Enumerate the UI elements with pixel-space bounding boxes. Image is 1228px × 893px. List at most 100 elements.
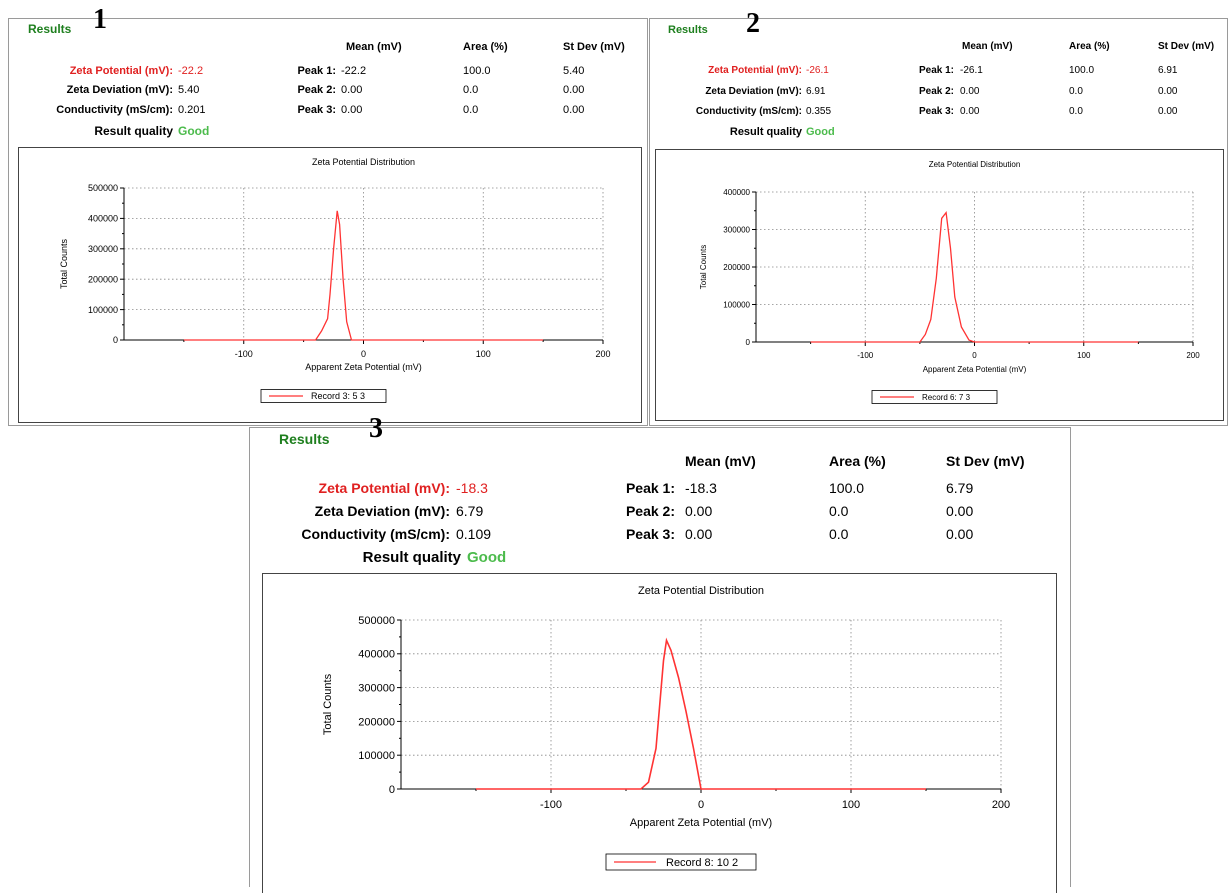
peak-2-mean: 0.00	[341, 84, 363, 96]
peak-3-mean: 0.00	[341, 104, 363, 116]
zeta-chart-2: Zeta Potential Distribution 0 100000 200000…	[699, 160, 1200, 404]
peak-1-stdev: 6.79	[946, 480, 974, 496]
peak-1-stdev: 5.40	[563, 65, 585, 77]
x-tick-label: 100	[476, 349, 491, 359]
peak-2-label: Peak 2:	[918, 86, 954, 97]
results-title: Results	[279, 431, 330, 447]
header-area: Area (%)	[463, 41, 508, 53]
peak-1-mean: -22.2	[341, 65, 367, 77]
peak-1-label: Peak 1:	[918, 65, 954, 76]
y-tick-label: 0	[389, 784, 395, 796]
conductivity-label: Conductivity (mS/cm):	[56, 104, 173, 116]
x-axis-label: Apparent Zeta Potential (mV)	[305, 362, 422, 372]
y-axis-label: Total Counts	[322, 673, 334, 735]
peak-1-area: 100.0	[1069, 65, 1095, 76]
y-tick-label: 0	[113, 335, 118, 345]
peak-2-mean: 0.00	[685, 503, 713, 519]
peak-3-stdev: 0.00	[946, 526, 974, 542]
header-mean: Mean (mV)	[685, 453, 756, 469]
zeta-potential-label: Zeta Potential (mV):	[318, 480, 450, 496]
header-area: Area (%)	[1069, 41, 1110, 52]
peak-3-stdev: 0.00	[563, 104, 585, 116]
y-tick-label: 200000	[358, 716, 395, 728]
y-tick-label: 100000	[723, 300, 750, 309]
y-axis-label: Total Counts	[59, 238, 69, 289]
series-line	[810, 210, 1139, 343]
y-tick-label: 200000	[88, 274, 118, 284]
zeta-potential-value: -18.3	[456, 480, 488, 496]
quality-value: Good	[178, 124, 210, 138]
panel-number: 2	[746, 8, 760, 39]
x-tick-label: -100	[540, 799, 562, 811]
peak-2-mean: 0.00	[960, 86, 980, 97]
y-tick-label: 300000	[88, 244, 118, 254]
peak-1-stdev: 6.91	[1158, 65, 1178, 76]
x-tick-label: 0	[972, 351, 977, 360]
quality-label: Result quality	[362, 549, 461, 566]
conductivity-label: Conductivity (mS/cm):	[695, 106, 802, 117]
conductivity-value: 0.109	[456, 526, 492, 542]
quality-label: Result quality	[94, 124, 173, 138]
peak-1-label: Peak 1:	[625, 480, 675, 496]
y-axis-label: Total Counts	[699, 245, 708, 289]
peak-3-area: 0.0	[829, 526, 849, 542]
results-title: Results	[28, 22, 72, 36]
x-axis-label: Apparent Zeta Potential (mV)	[923, 365, 1027, 374]
peak-3-stdev: 0.00	[1158, 106, 1178, 117]
peak-1-label: Peak 1:	[297, 65, 336, 77]
header-stdev: St Dev (mV)	[946, 453, 1025, 469]
peak-2-stdev: 0.00	[946, 503, 974, 519]
results-panel-3: 3 Results Mean (mV) Area (%) St Dev (mV)…	[249, 415, 1071, 893]
quality-value: Good	[806, 126, 835, 138]
series-line	[183, 210, 544, 341]
chart-title: Zeta Potential Distribution	[638, 585, 764, 597]
conductivity-value: 0.201	[178, 104, 206, 116]
y-tick-label: 300000	[358, 682, 395, 694]
x-tick-label: 200	[992, 799, 1010, 811]
zeta-deviation-label: Zeta Deviation (mV):	[66, 84, 173, 96]
conductivity-label: Conductivity (mS/cm):	[301, 526, 450, 542]
peak-3-label: Peak 3:	[625, 526, 675, 542]
x-tick-label: 100	[842, 799, 860, 811]
peak-1-area: 100.0	[463, 65, 491, 77]
panel-frame	[249, 427, 1071, 887]
results-title: Results	[668, 24, 708, 36]
zeta-potential-label: Zeta Potential (mV):	[708, 65, 802, 76]
peak-1-area: 100.0	[829, 480, 865, 496]
y-tick-label: 400000	[723, 188, 750, 197]
x-tick-label: 200	[1186, 351, 1200, 360]
peak-2-area: 0.0	[829, 503, 849, 519]
zeta-potential-value: -26.1	[806, 65, 829, 76]
panel-frame	[8, 18, 648, 426]
y-tick-label: 400000	[358, 649, 395, 661]
legend-label: Record 3: 5 3	[311, 391, 365, 401]
peak-2-stdev: 0.00	[1158, 86, 1178, 97]
results-panel-1: 1 Results Mean (mV) Area (%) St Dev (mV)…	[8, 6, 648, 426]
x-tick-label: 0	[361, 349, 366, 359]
chart-title: Zeta Potential Distribution	[929, 160, 1021, 169]
zeta-chart-1: Zeta Potential Distribution 0 100000 200000…	[59, 157, 611, 403]
peak-3-area: 0.0	[1069, 106, 1083, 117]
y-tick-label: 500000	[358, 615, 395, 627]
x-tick-label: -100	[857, 351, 874, 360]
chart-box-2: Zeta Potential Distribution 0 100000 200000…	[655, 149, 1224, 421]
peak-3-label: Peak 3:	[918, 106, 954, 117]
y-tick-label: 300000	[723, 225, 750, 234]
x-axis-label: Apparent Zeta Potential (mV)	[630, 817, 772, 829]
results-panel-2: 2 Results Mean (mV) Area (%) St Dev (mV)…	[649, 10, 1228, 426]
x-tick-label: -100	[235, 349, 253, 359]
zeta-deviation-value: 6.79	[456, 503, 484, 519]
chart-box-3: Zeta Potential Distribution 0 100000 200000…	[262, 573, 1057, 893]
peak-3-mean: 0.00	[960, 106, 980, 117]
zeta-potential-value: -22.2	[178, 65, 204, 77]
chart-title: Zeta Potential Distribution	[312, 157, 415, 167]
header-stdev: St Dev (mV)	[563, 41, 625, 53]
quality-value: Good	[467, 549, 507, 566]
zeta-deviation-value: 6.91	[806, 86, 826, 97]
chart-box-1: Zeta Potential Distribution 0 100000 200000…	[18, 147, 642, 423]
panel-number: 1	[93, 4, 107, 35]
y-tick-label: 400000	[88, 214, 118, 224]
header-area: Area (%)	[829, 453, 886, 469]
y-tick-label: 0	[746, 338, 751, 347]
quality-label: Result quality	[729, 126, 802, 138]
